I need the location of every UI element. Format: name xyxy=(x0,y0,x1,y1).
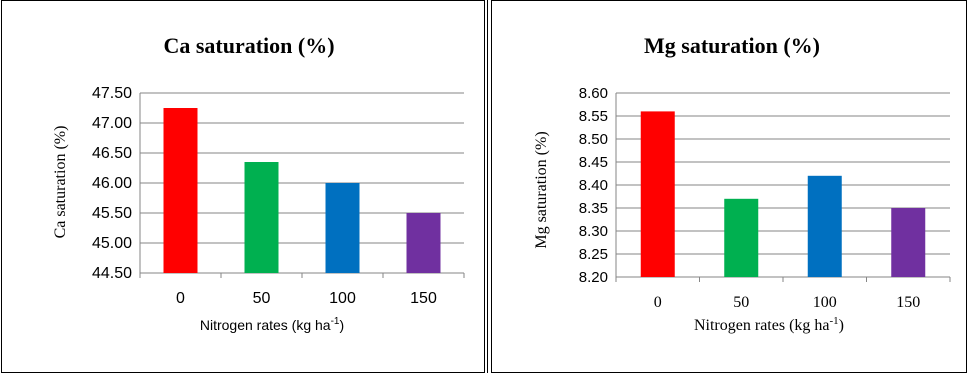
y-tick-labels: 8.20 8.25 8.30 8.35 8.40 8.45 8.50 8.55 8.60 xyxy=(579,85,608,286)
ca-chart-panel: Ca saturation (%) Ca saturation (%) 44.5… xyxy=(1,0,485,373)
ca-chart-svg: Ca saturation (%) Ca saturation (%) 44.5… xyxy=(52,33,465,333)
x-tick-labels: 0 50 100 150 xyxy=(176,290,437,307)
x-tick-label: 0 xyxy=(654,294,662,311)
bar-100 xyxy=(807,175,842,277)
y-tick-label: 47.50 xyxy=(92,85,132,102)
x-tick-label: 150 xyxy=(410,290,437,307)
bar-50 xyxy=(724,198,759,277)
y-tick-label: 8.45 xyxy=(579,154,608,171)
x-tick-label: 50 xyxy=(253,290,271,307)
bar-0 xyxy=(163,108,198,273)
bar-0 xyxy=(640,111,675,278)
x-tick-labels: 0 50 100 150 xyxy=(654,294,921,311)
y-tick-label: 8.25 xyxy=(579,246,608,263)
x-tick-label: 150 xyxy=(896,294,920,311)
bars xyxy=(640,111,926,278)
y-tick-label: 8.50 xyxy=(579,131,608,148)
bar-100 xyxy=(325,183,360,273)
chart-title: Mg saturation (%) xyxy=(644,33,820,58)
x-tick-label: 100 xyxy=(329,290,356,307)
y-tick-label: 8.30 xyxy=(579,223,608,240)
y-axis-label: Ca saturation (%) xyxy=(52,126,69,239)
y-tick-label: 47.00 xyxy=(92,115,132,132)
y-tick-label: 44.50 xyxy=(92,265,132,282)
y-tick-label: 8.60 xyxy=(579,85,608,102)
y-tick-label: 8.35 xyxy=(579,200,608,217)
y-tick-label: 45.00 xyxy=(92,235,132,252)
y-tick-label: 8.55 xyxy=(579,108,608,125)
y-tick-label: 8.40 xyxy=(579,177,608,194)
y-tick-label: 8.20 xyxy=(579,269,608,286)
bar-150 xyxy=(406,213,441,273)
y-tick-labels: 44.50 45.00 45.50 46.00 46.50 47.00 47.50 xyxy=(92,85,132,282)
mg-chart-svg: Mg saturation (%) Mg saturation (%) 8.20… xyxy=(533,33,951,334)
bar-150 xyxy=(891,208,926,277)
y-tick-label: 46.00 xyxy=(92,175,132,192)
panel-divider xyxy=(487,0,488,373)
x-axis-label: Nitrogen rates (kg ha-1) xyxy=(200,316,344,333)
y-tick-label: 45.50 xyxy=(92,205,132,222)
chart-title: Ca saturation (%) xyxy=(163,33,334,58)
mg-chart-panel: Mg saturation (%) Mg saturation (%) 8.20… xyxy=(491,0,967,373)
y-tick-label: 46.50 xyxy=(92,145,132,162)
bars xyxy=(163,108,441,273)
y-axis-label: Mg saturation (%) xyxy=(533,131,550,248)
bar-50 xyxy=(244,162,279,273)
x-axis-label: Nitrogen rates (kg ha-1) xyxy=(694,315,844,334)
x-tick-label: 100 xyxy=(813,294,837,311)
x-tick-label: 0 xyxy=(176,290,185,307)
x-tick-label: 50 xyxy=(733,294,749,311)
